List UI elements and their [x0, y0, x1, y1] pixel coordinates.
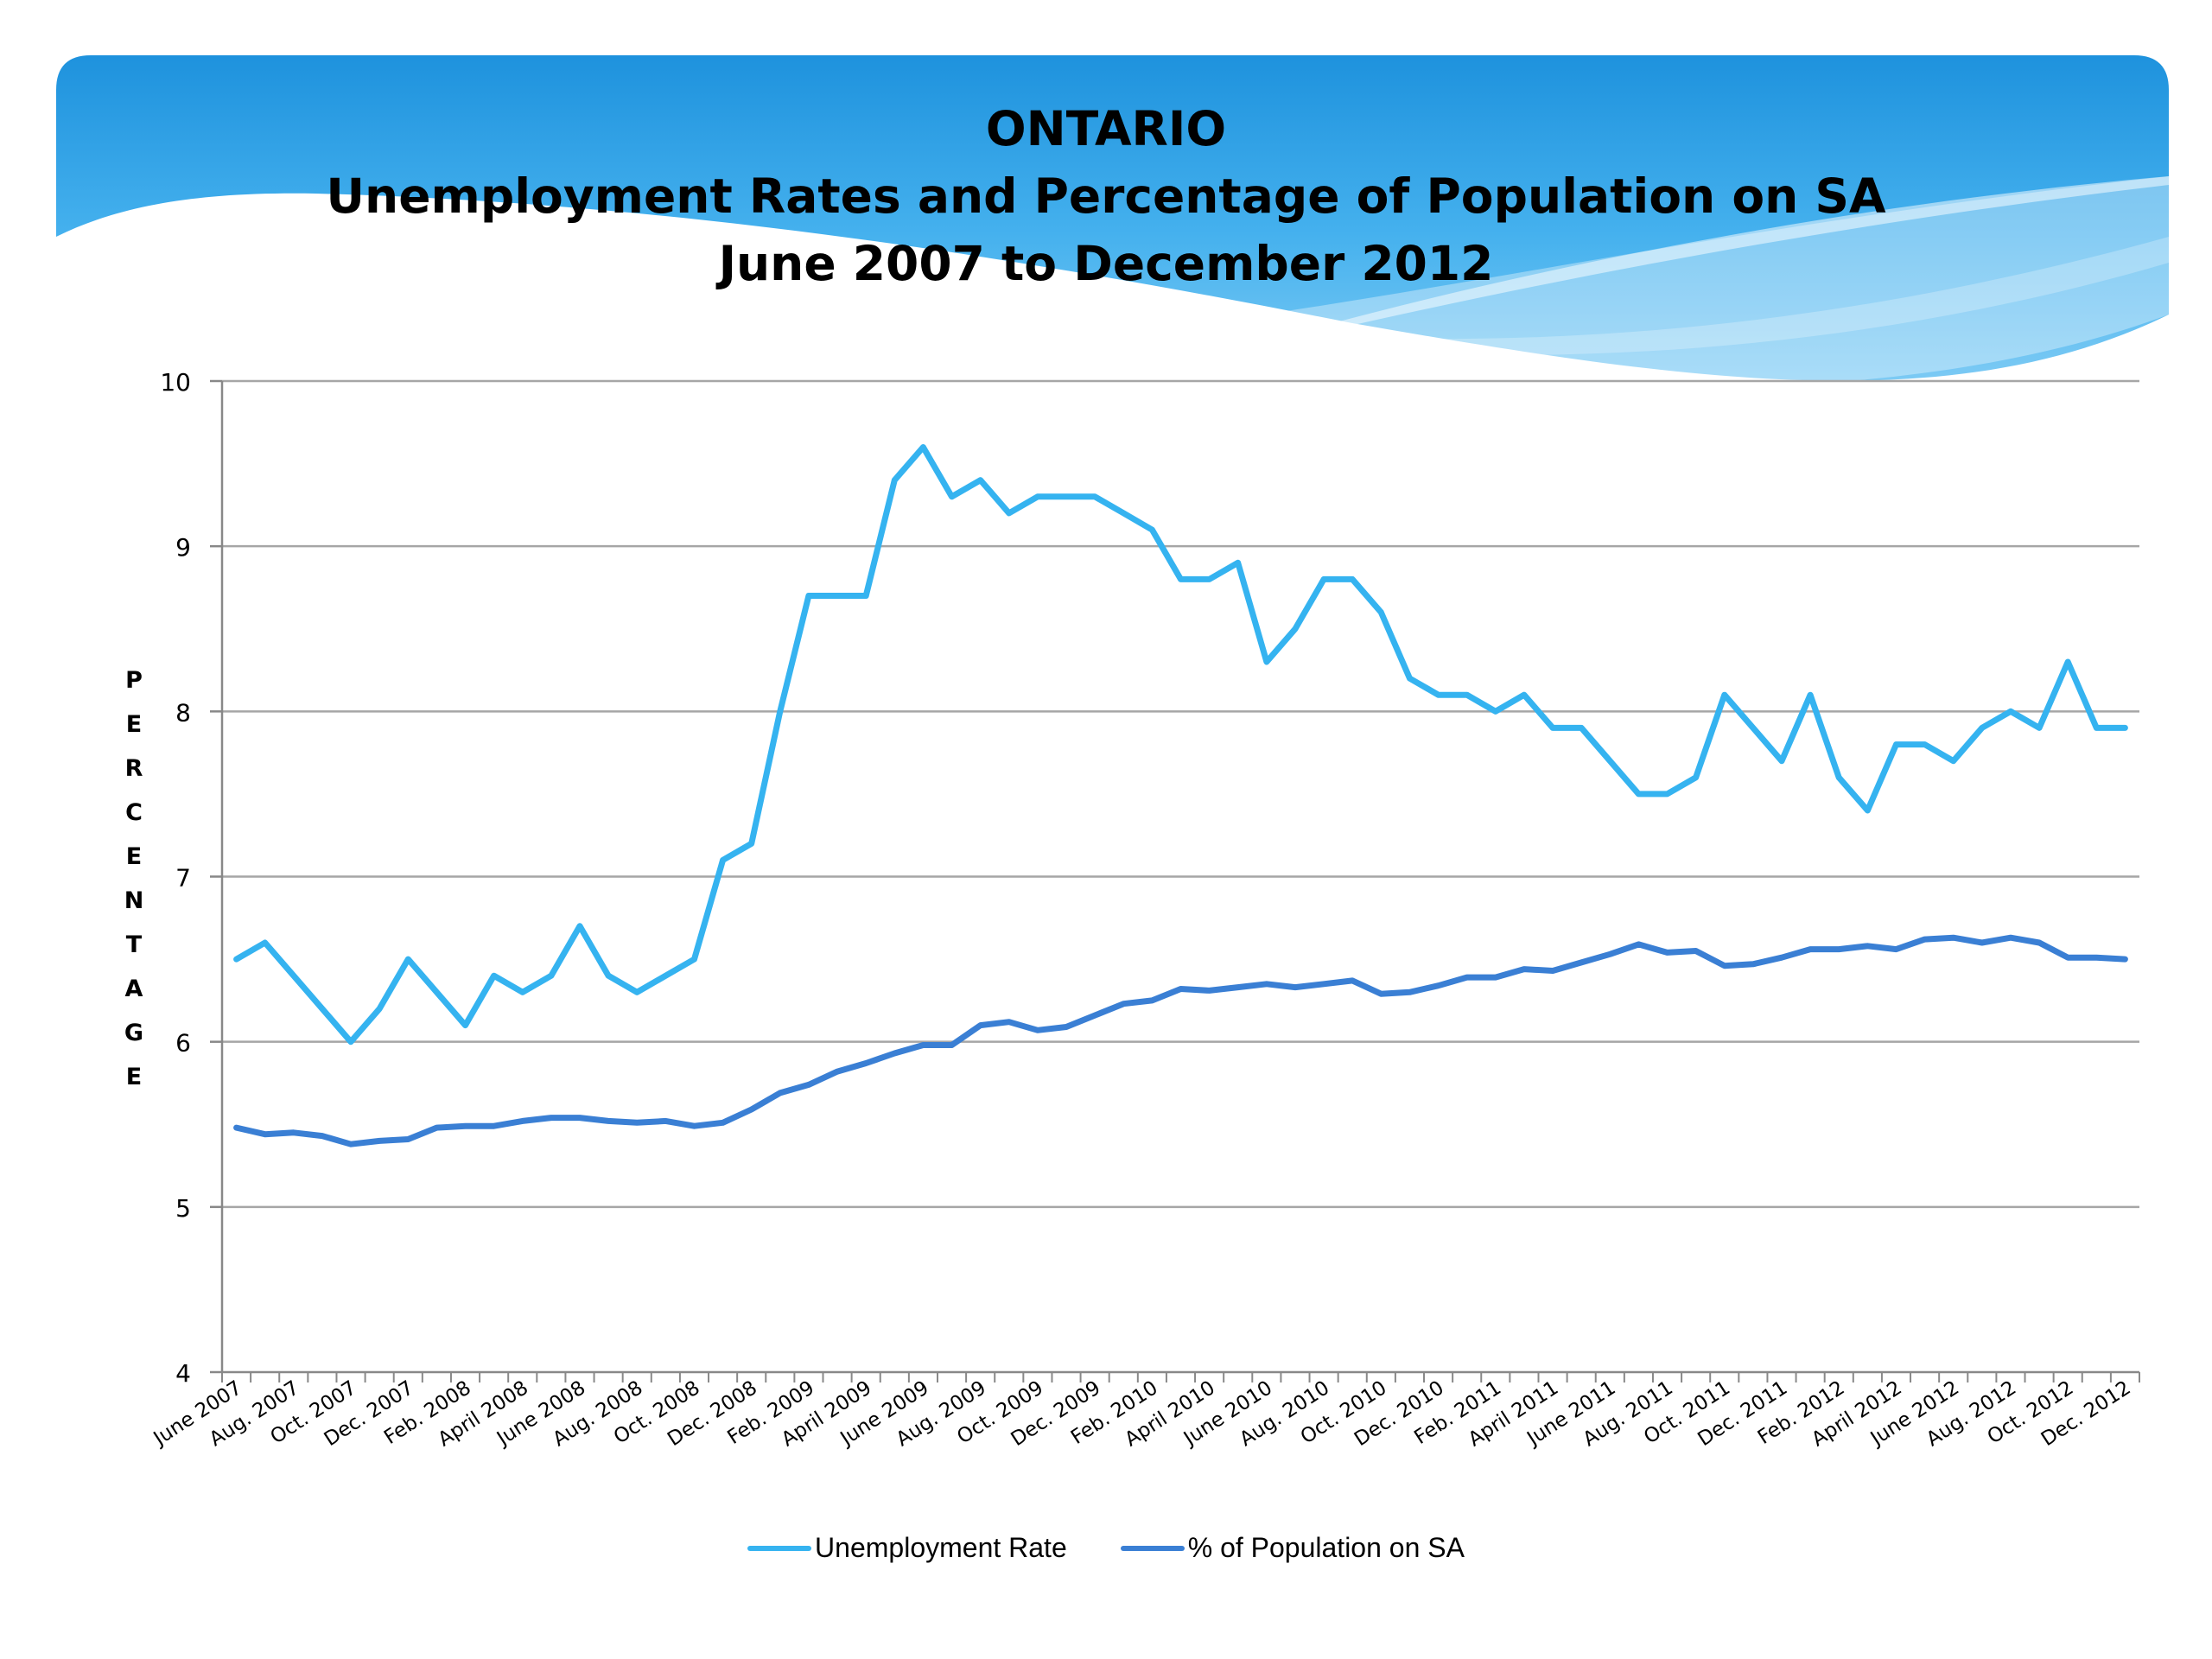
axes [220, 381, 2139, 1374]
y-axis-label-char: E [125, 711, 143, 738]
y-axis-label-char: E [125, 843, 143, 870]
y-axis-label-char: E [125, 1064, 143, 1090]
y-axis-label-char: C [125, 799, 143, 826]
series-line-population-on-sa [233, 934, 2128, 1147]
y-axis-label-char: A [124, 976, 143, 1002]
legend: Unemployment Rate % of Population on SA [0, 1532, 2212, 1564]
y-tick-label-9: 9 [175, 533, 191, 562]
legend-item-unemployment: Unemployment Rate [747, 1532, 1067, 1564]
y-tick-label-4: 4 [175, 1359, 191, 1388]
y-axis-label-char: G [124, 1020, 144, 1046]
y-tick-label-6: 6 [175, 1029, 191, 1058]
title-line-1: ONTARIO [985, 101, 1227, 156]
legend-label-sa: % of Population on SA [1187, 1532, 1465, 1563]
legend-item-sa: % of Population on SA [1120, 1532, 1465, 1564]
y-axis-label-char: P [125, 667, 143, 694]
y-tick-label-10: 10 [160, 368, 191, 397]
series-lines [233, 444, 2128, 1147]
legend-label-unemployment: Unemployment Rate [815, 1532, 1067, 1563]
header-banner [56, 55, 2169, 388]
gridlines [222, 379, 2139, 1209]
y-axis-ticks: 4 5 6 7 8 9 10 [160, 368, 222, 1388]
series-line-unemployment-rate [233, 444, 2128, 1046]
y-tick-label-8: 8 [175, 698, 191, 727]
y-axis-label-char: R [124, 755, 143, 782]
y-axis-label-char: T [125, 931, 143, 958]
legend-swatch-sa [1120, 1545, 1185, 1551]
title-line-3: June 2007 to December 2012 [718, 236, 1494, 291]
chart-title: ONTARIO Unemployment Rates and Percentag… [0, 95, 2212, 297]
title-line-2: Unemployment Rates and Percentage of Pop… [326, 168, 1886, 224]
y-tick-label-5: 5 [175, 1194, 191, 1223]
y-axis-label-char: N [124, 887, 144, 914]
legend-swatch-unemployment [747, 1545, 812, 1551]
y-tick-label-7: 7 [175, 864, 191, 893]
